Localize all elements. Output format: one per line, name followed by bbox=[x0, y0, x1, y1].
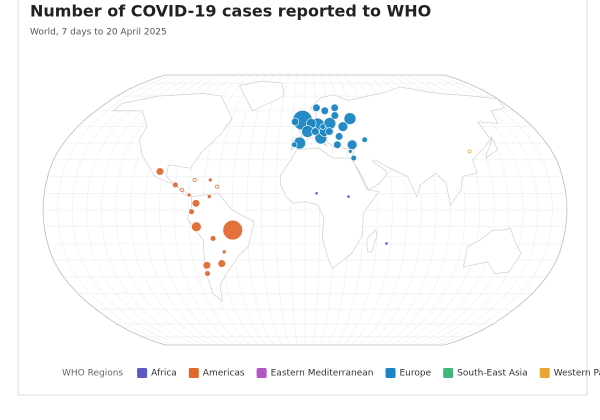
bubble bbox=[191, 221, 202, 232]
bubble bbox=[314, 191, 319, 196]
graticule bbox=[290, 74, 298, 346]
legend-swatch bbox=[188, 368, 199, 378]
legend-swatch bbox=[443, 368, 454, 378]
bubble bbox=[291, 141, 298, 148]
bubble bbox=[311, 127, 320, 136]
bubble bbox=[467, 149, 472, 154]
bubble bbox=[384, 241, 389, 246]
legend-label: South-East Asia bbox=[457, 369, 528, 379]
graticule bbox=[246, 74, 275, 346]
bubble bbox=[334, 132, 344, 141]
bubble bbox=[188, 208, 195, 215]
legend-label: Europe bbox=[400, 369, 432, 379]
bubble bbox=[350, 154, 357, 162]
land bbox=[366, 229, 378, 253]
bubble bbox=[343, 112, 357, 125]
legend-label: Western Pacific bbox=[554, 369, 600, 379]
bubble bbox=[330, 111, 339, 120]
bubble bbox=[333, 140, 342, 149]
bubble bbox=[172, 181, 179, 189]
legend-label: Americas bbox=[203, 369, 245, 379]
bubble bbox=[202, 261, 211, 270]
bubble bbox=[348, 149, 353, 154]
bubble bbox=[186, 192, 192, 198]
bubble bbox=[361, 136, 368, 143]
bubble bbox=[330, 103, 339, 112]
bubble bbox=[155, 167, 165, 176]
bubble bbox=[222, 219, 243, 241]
legend-swatch bbox=[385, 368, 396, 378]
legend-title: WHO Regions bbox=[62, 369, 123, 379]
bubble bbox=[191, 199, 201, 208]
bubble bbox=[204, 270, 211, 277]
bubble bbox=[337, 121, 349, 132]
land bbox=[280, 147, 380, 270]
bubble bbox=[346, 194, 351, 199]
map-outline bbox=[42, 74, 568, 346]
land bbox=[485, 136, 498, 159]
legend: WHO Regions Africa Americas Eastern Mediter… bbox=[62, 368, 600, 379]
legend-label: Eastern Mediterranean bbox=[271, 369, 374, 379]
bubble bbox=[320, 106, 329, 115]
bubble bbox=[192, 177, 197, 182]
chart-title: Number of COVID-19 cases reported to WHO bbox=[30, 2, 431, 21]
land bbox=[463, 228, 522, 274]
graticule bbox=[57, 74, 174, 346]
bubble bbox=[206, 194, 212, 199]
legend-swatch bbox=[137, 368, 148, 378]
bubble bbox=[215, 184, 219, 189]
chart-subtitle: World, 7 days to 20 April 2025 bbox=[30, 28, 167, 38]
graticule bbox=[275, 74, 290, 346]
bubble bbox=[180, 187, 185, 192]
map bbox=[42, 74, 568, 346]
bubble bbox=[217, 259, 226, 268]
graticule bbox=[436, 74, 553, 346]
bubble bbox=[291, 117, 300, 126]
bubble bbox=[209, 235, 217, 242]
legend-label: Africa bbox=[151, 369, 177, 379]
bubble bbox=[319, 123, 326, 130]
legend-swatch bbox=[256, 368, 267, 378]
graticule bbox=[260, 74, 283, 346]
bubble bbox=[312, 103, 321, 112]
bubble bbox=[346, 139, 358, 150]
bubble bbox=[222, 249, 227, 255]
legend-swatch bbox=[539, 368, 550, 378]
land bbox=[239, 80, 285, 112]
bubble bbox=[325, 127, 334, 136]
bubble bbox=[208, 177, 213, 183]
